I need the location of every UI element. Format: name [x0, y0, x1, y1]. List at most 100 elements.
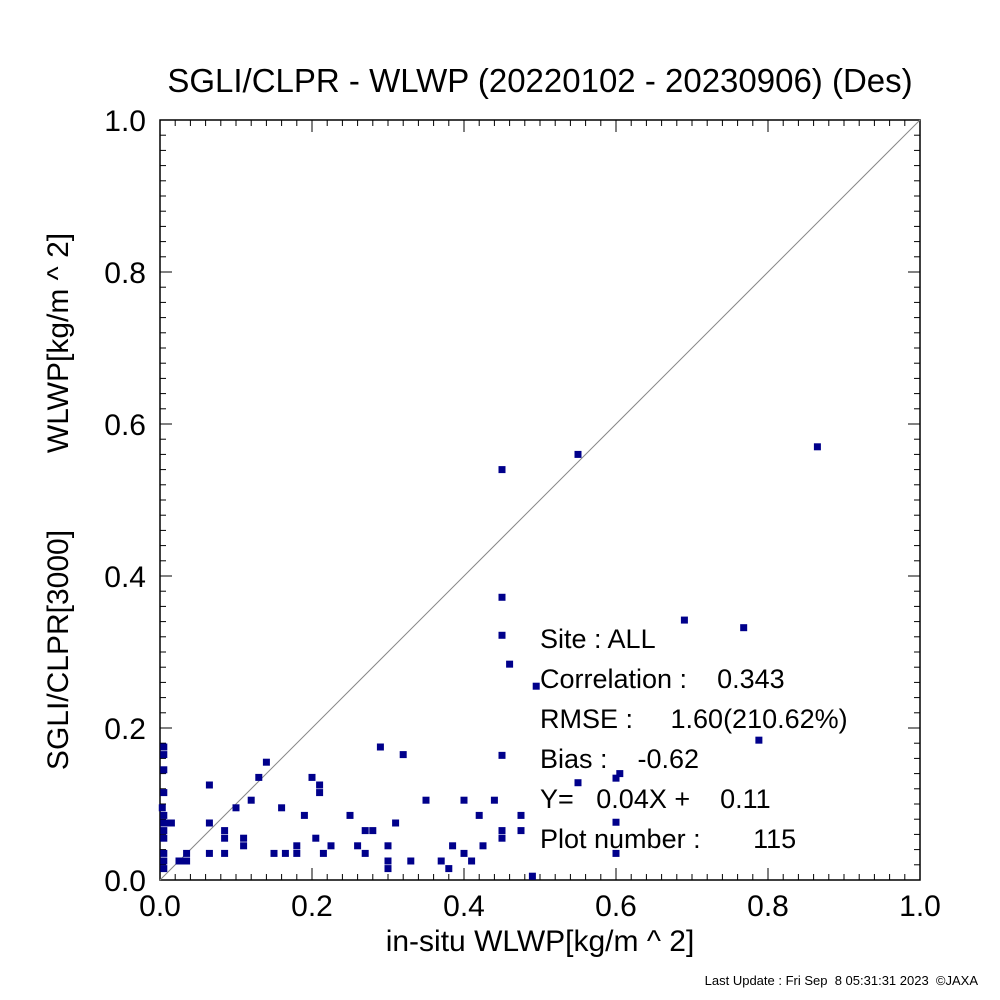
data-point: [392, 819, 400, 827]
data-point: [574, 779, 582, 787]
data-point: [612, 849, 620, 857]
data-point: [498, 834, 506, 842]
data-point: [316, 781, 324, 789]
data-point: [506, 660, 514, 668]
x-tick-label: 0.6: [595, 890, 637, 923]
data-point: [270, 849, 278, 857]
data-point: [327, 842, 335, 850]
data-point: [407, 857, 415, 865]
data-point: [449, 842, 457, 850]
data-point: [179, 857, 187, 865]
data-point: [281, 849, 289, 857]
one-to-one-line: [159, 119, 921, 881]
data-point: [240, 842, 248, 850]
stats-box: Site : ALL Correlation : 0.343 RMSE : 1.…: [540, 624, 848, 854]
data-point: [422, 796, 430, 804]
data-point: [293, 849, 301, 857]
data-point: [384, 842, 392, 850]
data-point: [517, 811, 525, 819]
data-point: [205, 781, 213, 789]
stats-regression: Y= 0.04X + 0.11: [540, 784, 771, 814]
data-point: [316, 789, 324, 797]
data-point: [813, 443, 821, 451]
x-tick-label: 1.0: [899, 890, 941, 923]
data-point: [490, 796, 498, 804]
data-point: [528, 872, 536, 880]
x-tick-labels: 0.0 0.2 0.4 0.6 0.8 1.0: [139, 890, 941, 923]
data-point: [369, 827, 377, 835]
data-point: [361, 827, 369, 835]
data-point: [164, 819, 172, 827]
x-tick-label: 0.8: [747, 890, 789, 923]
data-point: [160, 766, 168, 774]
data-point: [160, 849, 168, 857]
data-points: [158, 443, 821, 880]
data-point: [612, 818, 620, 826]
data-point: [255, 773, 263, 781]
data-point: [354, 842, 362, 850]
data-point: [517, 827, 525, 835]
data-point: [247, 796, 255, 804]
data-point: [160, 751, 168, 759]
data-point: [468, 857, 476, 865]
data-point: [221, 849, 229, 857]
data-point: [183, 849, 191, 857]
stats-plot-number: Plot number : 115: [540, 824, 796, 854]
x-axis-label: in-situ WLWP[kg/m ^ 2]: [386, 925, 695, 958]
data-point: [160, 743, 168, 751]
y-axis-label-line1: SGLI/CLPR[3000]: [42, 530, 75, 770]
data-point: [740, 624, 748, 632]
data-point: [308, 773, 316, 781]
data-point: [498, 593, 506, 601]
y-tick-labels: 0.0 0.2 0.4 0.6 0.8 1.0: [104, 105, 146, 898]
data-point: [574, 450, 582, 458]
data-point: [376, 743, 384, 751]
y-tick-label: 0.2: [104, 713, 146, 746]
data-point: [158, 804, 166, 812]
data-point: [205, 819, 213, 827]
stats-correlation: Correlation : 0.343: [540, 664, 785, 694]
data-point: [175, 857, 183, 865]
data-point: [160, 789, 168, 797]
stats-site: Site : ALL: [540, 624, 656, 654]
data-point: [319, 849, 327, 857]
data-point: [361, 849, 369, 857]
y-tick-label: 1.0: [104, 105, 146, 138]
data-point: [160, 857, 168, 865]
data-point: [300, 811, 308, 819]
data-point: [160, 865, 168, 873]
data-point: [293, 842, 301, 850]
data-point: [616, 770, 624, 778]
data-point: [498, 466, 506, 474]
data-point: [532, 682, 540, 690]
data-point: [183, 857, 191, 865]
y-tick-label: 0.0: [104, 865, 146, 898]
data-point: [384, 857, 392, 865]
data-point: [384, 865, 392, 873]
data-point: [346, 811, 354, 819]
data-point: [399, 751, 407, 759]
data-point: [460, 796, 468, 804]
last-update-footer: Last Update : Fri Sep 8 05:31:31 2023 ©J…: [705, 973, 979, 988]
chart-title: SGLI/CLPR - WLWP (20220102 - 20230906) (…: [167, 62, 912, 99]
data-point: [262, 758, 270, 766]
stats-bias: Bias : -0.62: [540, 744, 699, 774]
data-point: [160, 819, 168, 827]
data-point: [755, 736, 763, 744]
data-point: [475, 811, 483, 819]
data-point: [167, 819, 175, 827]
data-point: [498, 631, 506, 639]
x-tick-label: 0.2: [291, 890, 333, 923]
y-axis-label-line2: WLWP[kg/m ^ 2]: [42, 233, 75, 453]
data-point: [612, 774, 620, 782]
y-tick-label: 0.6: [104, 409, 146, 442]
data-point: [680, 616, 688, 624]
data-point: [240, 834, 248, 842]
x-tick-label: 0.0: [139, 890, 181, 923]
data-point: [221, 827, 229, 835]
data-point: [479, 842, 487, 850]
data-point: [498, 751, 506, 759]
y-tick-label: 0.8: [104, 257, 146, 290]
data-point: [445, 865, 453, 873]
